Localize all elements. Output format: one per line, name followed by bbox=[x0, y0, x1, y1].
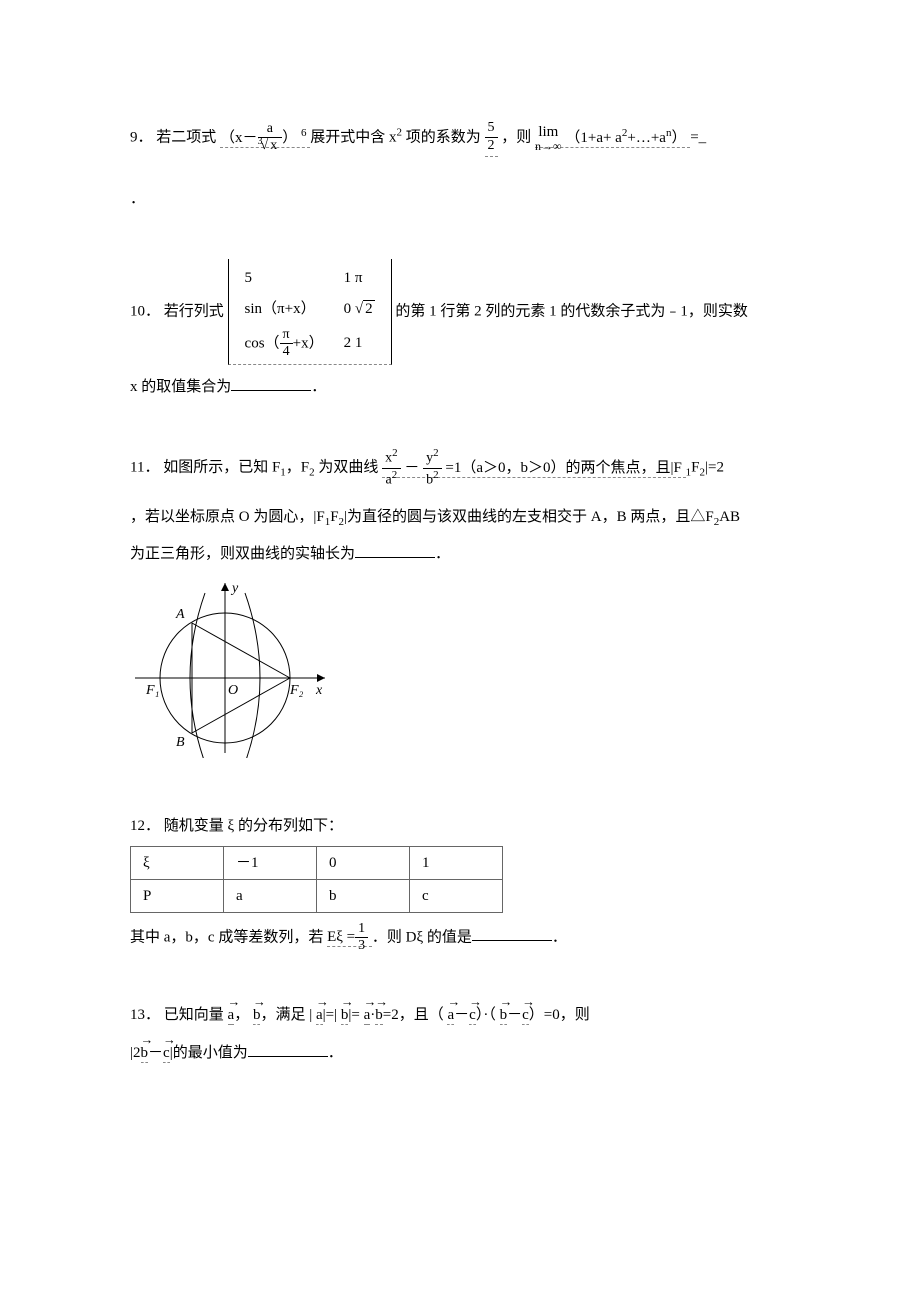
q9-text2: 展开式中含 x bbox=[310, 130, 396, 146]
table-row: ξ －1 0 1 bbox=[131, 846, 503, 879]
label-F2: F₂ bbox=[289, 683, 304, 698]
matrix-row: sin（π+x） 0 √2 bbox=[235, 294, 385, 325]
matrix-row: 5 1 π bbox=[235, 263, 385, 294]
q12-answer-blank bbox=[472, 925, 552, 941]
q13-answer-blank bbox=[248, 1041, 328, 1057]
matrix-row: cos（π4+x） 2 1 bbox=[235, 325, 385, 364]
q9-frac-a-cbrtx: a 3√x bbox=[258, 121, 283, 156]
label-x: x bbox=[315, 683, 323, 698]
q10-determinant: 5 1 π sin（π+x） 0 √2 cos（π4+x） 2 1 bbox=[228, 259, 392, 366]
vector-b-icon: b bbox=[253, 1003, 261, 1027]
vector-c-icon: c bbox=[469, 1003, 476, 1027]
q11-hyperbola: x2a2 － y2b2 =1（a＞0，b＞0）的两个焦点，且|F bbox=[382, 460, 685, 478]
q11-answer-blank bbox=[355, 542, 435, 558]
question-13: 13． 已知向量 a， b，满足 | a|=| b|= a·b=2，且（ a－c… bbox=[130, 1003, 790, 1065]
question-9: 9． 若二项式 （x－ a 3√x ） 6 展开式中含 x2 项的系数为 5 2… bbox=[130, 120, 790, 211]
cbrt-x-icon: 3√x bbox=[261, 138, 280, 155]
q12-number: 12． bbox=[130, 818, 160, 834]
label-y: y bbox=[230, 581, 239, 596]
table-row: P a b c bbox=[131, 879, 503, 912]
q9-text1: 若二项式 bbox=[156, 130, 216, 146]
q9-answer-blank: _ bbox=[699, 130, 707, 146]
q9-limit: lim n→∞ （1+a+ a2+…+an） bbox=[535, 130, 690, 148]
q13-number: 13． bbox=[130, 1007, 160, 1023]
vector-a-icon: a bbox=[228, 1003, 235, 1027]
q9-binomial: （x－ a 3√x ） 6 bbox=[220, 130, 310, 148]
q10-answer-blank bbox=[231, 375, 311, 391]
question-11: 11． 如图所示，已知 F1，F2 为双曲线 x2a2 － y2b2 =1（a＞… bbox=[130, 447, 790, 766]
q11-number: 11． bbox=[130, 460, 159, 476]
question-12: 12． 随机变量 ξ 的分布列如下： ξ －1 0 1 P a b c 其中 a… bbox=[130, 814, 790, 956]
q10-number: 10． bbox=[130, 303, 160, 319]
q9-tail-dot: ． bbox=[130, 187, 790, 211]
hyperbola-diagram-icon: A B F₁ F₂ O x y bbox=[130, 578, 330, 758]
question-10: 10． 若行列式 5 1 π sin（π+x） 0 √2 cos（π4+x） 2… bbox=[130, 259, 790, 400]
label-F1: F₁ bbox=[145, 683, 159, 698]
q12-distribution-table: ξ －1 0 1 P a b c bbox=[130, 846, 503, 913]
q11-diagram: A B F₁ F₂ O x y bbox=[130, 578, 790, 766]
q9-number: 9． bbox=[130, 130, 153, 146]
label-A: A bbox=[175, 607, 185, 622]
limit-icon: lim n→∞ bbox=[535, 125, 562, 152]
q9-coef-frac: 5 2 bbox=[485, 120, 498, 157]
label-O: O bbox=[228, 683, 238, 698]
label-B: B bbox=[176, 735, 185, 750]
